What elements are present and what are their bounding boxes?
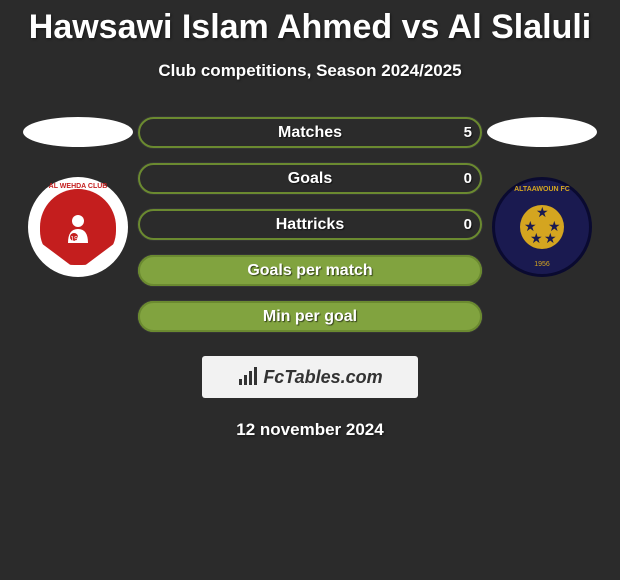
stat-bars: Matches5Goals0Hattricks0Goals per matchM…: [138, 117, 482, 332]
stat-value-right: 5: [464, 117, 472, 148]
stat-label: Goals: [138, 163, 482, 194]
left-club-badge: AL WEHDA CLUB 1945: [28, 177, 128, 277]
subtitle: Club competitions, Season 2024/2025: [0, 61, 620, 81]
stat-label: Min per goal: [138, 301, 482, 332]
stat-value-right: 0: [464, 209, 472, 240]
stat-label: Matches: [138, 117, 482, 148]
left-club-shield: 1945: [40, 189, 116, 265]
right-club-name: ALTAAWOUN FC: [495, 186, 589, 193]
left-club-year: 1945: [40, 236, 116, 243]
right-ellipse-placeholder: [487, 117, 597, 147]
right-club-year: 1956: [495, 261, 589, 268]
left-club-name: AL WEHDA CLUB: [28, 183, 128, 190]
page-title: Hawsawi Islam Ahmed vs Al Slaluli: [0, 0, 620, 47]
watermark: FcTables.com: [202, 356, 418, 398]
stars-icon: ★ ★ ★ ★ ★: [520, 205, 564, 249]
bars-icon: [237, 367, 259, 387]
stat-bar: Hattricks0: [138, 209, 482, 240]
right-club-ball: ★ ★ ★ ★ ★: [520, 205, 564, 249]
right-club-badge: ALTAAWOUN FC ★ ★ ★ ★ ★ 1956: [492, 177, 592, 277]
left-column: AL WEHDA CLUB 1945: [18, 117, 138, 277]
comparison-card: Hawsawi Islam Ahmed vs Al Slaluli Club c…: [0, 0, 620, 440]
main-row: AL WEHDA CLUB 1945 Matches5Goals0Hattric…: [0, 117, 620, 332]
stat-bar: Min per goal: [138, 301, 482, 332]
stat-bar: Goals per match: [138, 255, 482, 286]
stat-bar: Goals0: [138, 163, 482, 194]
stat-label: Goals per match: [138, 255, 482, 286]
stat-label: Hattricks: [138, 209, 482, 240]
watermark-text: FcTables.com: [263, 367, 382, 388]
left-ellipse-placeholder: [23, 117, 133, 147]
date-text: 12 november 2024: [0, 420, 620, 440]
right-column: ALTAAWOUN FC ★ ★ ★ ★ ★ 1956: [482, 117, 602, 277]
stat-value-right: 0: [464, 163, 472, 194]
stat-bar: Matches5: [138, 117, 482, 148]
